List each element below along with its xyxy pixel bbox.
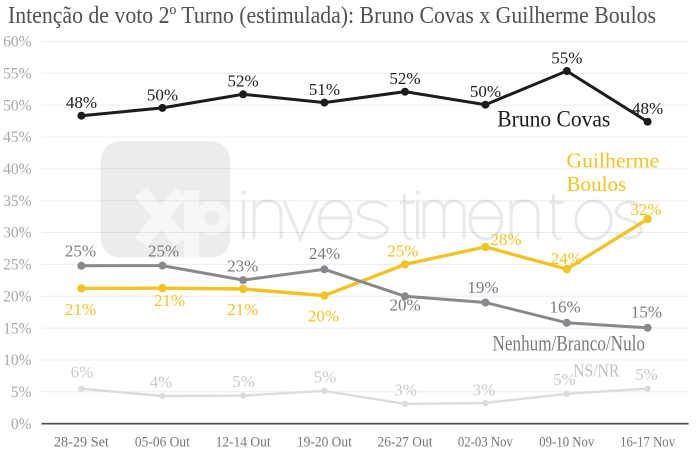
svg-text:26-27 Out: 26-27 Out (378, 435, 433, 451)
svg-text:10%: 10% (3, 352, 32, 369)
svg-text:3%: 3% (394, 380, 417, 399)
svg-text:Intenção de voto 2º Turno (est: Intenção de voto 2º Turno (estimulada): … (8, 3, 656, 29)
svg-text:0%: 0% (11, 416, 32, 433)
svg-text:25%: 25% (148, 242, 179, 261)
svg-text:28-29 Set: 28-29 Set (54, 435, 109, 451)
svg-text:48%: 48% (632, 99, 663, 118)
svg-text:5%: 5% (11, 384, 32, 401)
svg-text:24%: 24% (309, 244, 340, 263)
svg-text:40%: 40% (3, 161, 32, 178)
svg-text:Bruno Covas: Bruno Covas (497, 107, 610, 132)
svg-text:20%: 20% (390, 296, 421, 315)
svg-text:12-14 Out: 12-14 Out (216, 435, 271, 451)
svg-text:3%: 3% (473, 380, 496, 399)
svg-text:55%: 55% (3, 66, 32, 83)
svg-text:09-10 Nov: 09-10 Nov (539, 435, 595, 451)
svg-text:20%: 20% (308, 307, 339, 326)
svg-text:52%: 52% (228, 72, 259, 91)
svg-text:05-06 Out: 05-06 Out (135, 435, 190, 451)
svg-text:30%: 30% (3, 225, 32, 242)
svg-text:6%: 6% (71, 363, 94, 382)
svg-text:21%: 21% (227, 300, 258, 319)
svg-text:60%: 60% (3, 34, 32, 51)
svg-text:21%: 21% (154, 291, 185, 310)
svg-text:23%: 23% (227, 257, 258, 276)
svg-text:4%: 4% (150, 373, 173, 392)
svg-text:25%: 25% (387, 242, 418, 261)
svg-text:15%: 15% (3, 320, 32, 337)
svg-text:20%: 20% (3, 289, 32, 306)
svg-text:50%: 50% (470, 82, 501, 101)
svg-text:50%: 50% (147, 85, 178, 104)
svg-text:32%: 32% (630, 200, 661, 219)
svg-text:24%: 24% (551, 249, 582, 268)
svg-text:45%: 45% (3, 129, 32, 146)
svg-text:21%: 21% (65, 300, 96, 319)
svg-text:50%: 50% (3, 97, 32, 114)
svg-text:02-03 Nov: 02-03 Nov (458, 435, 514, 451)
svg-text:51%: 51% (309, 80, 340, 99)
svg-text:Guilherme: Guilherme (567, 149, 660, 173)
svg-text:16%: 16% (550, 297, 581, 316)
svg-text:15%: 15% (631, 302, 662, 321)
svg-text:5%: 5% (635, 365, 658, 384)
svg-text:5%: 5% (553, 370, 576, 389)
svg-text:55%: 55% (551, 48, 582, 67)
svg-text:48%: 48% (66, 93, 97, 112)
svg-text:NS/NR: NS/NR (573, 361, 619, 381)
svg-text:Boulos: Boulos (567, 172, 627, 196)
svg-text:35%: 35% (3, 193, 32, 210)
svg-text:25%: 25% (3, 257, 32, 274)
svg-text:19-20 Out: 19-20 Out (297, 435, 352, 451)
svg-text:16-17 Nov: 16-17 Nov (620, 435, 676, 451)
svg-text:28%: 28% (490, 230, 521, 249)
svg-text:5%: 5% (232, 372, 255, 391)
svg-text:52%: 52% (389, 69, 420, 88)
svg-text:5%: 5% (314, 367, 337, 386)
svg-text:25%: 25% (65, 242, 96, 261)
svg-text:Nenhum/Branco/Nulo: Nenhum/Branco/Nulo (493, 331, 646, 356)
svg-text:19%: 19% (467, 278, 498, 297)
